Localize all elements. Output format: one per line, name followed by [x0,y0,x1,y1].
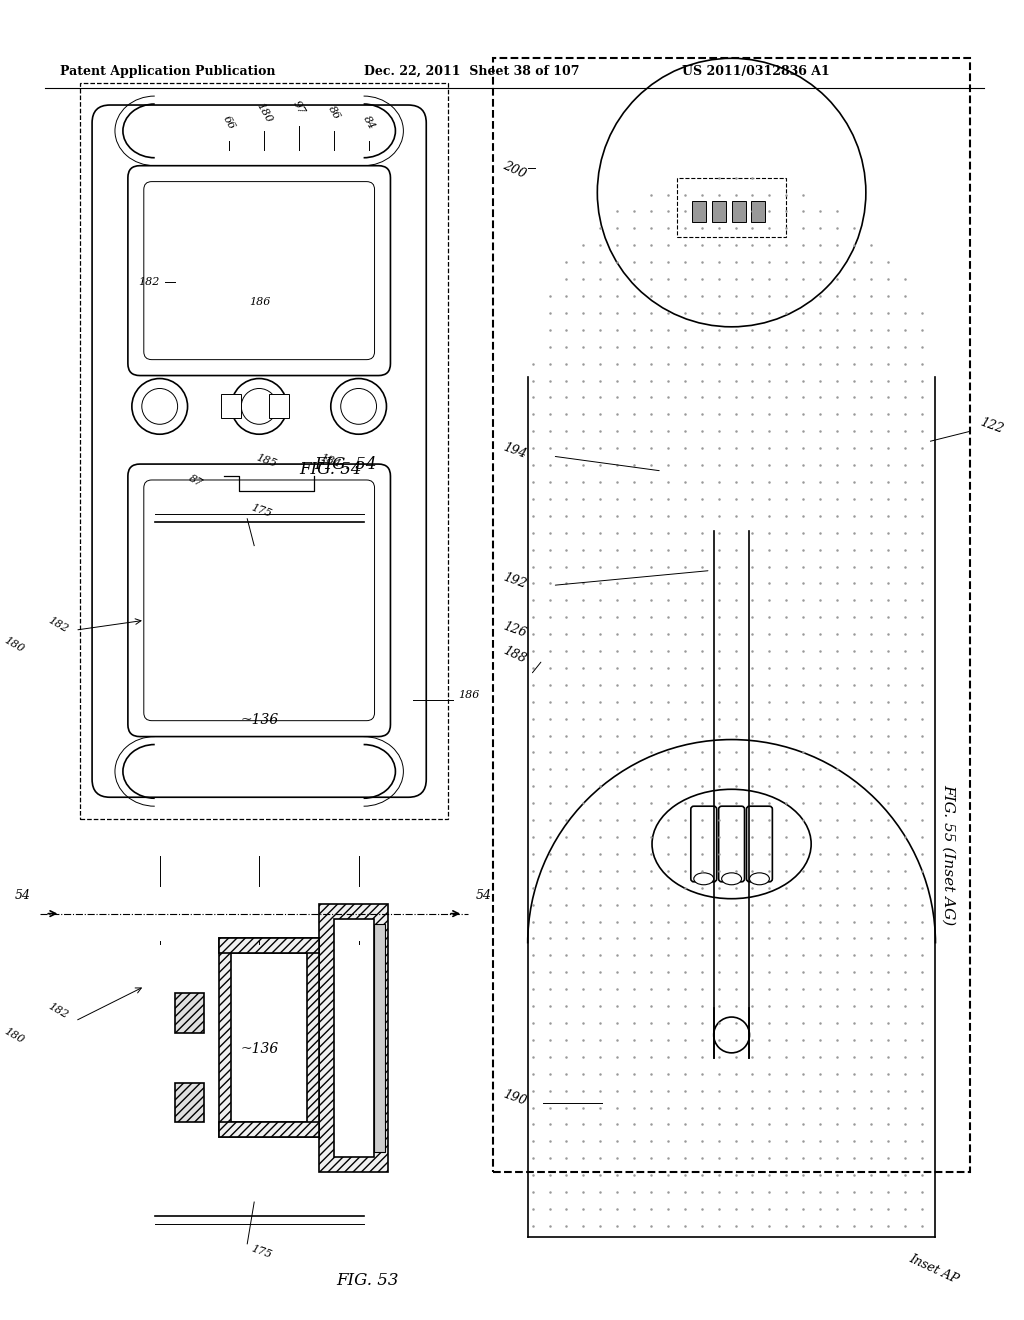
Text: 175: 175 [249,503,272,519]
Circle shape [331,379,386,434]
Text: 188: 188 [501,644,528,667]
FancyBboxPatch shape [746,807,772,882]
Ellipse shape [652,789,811,899]
Text: 86: 86 [326,104,342,121]
FancyBboxPatch shape [143,480,375,721]
Text: FIG. 55 (Inset AG): FIG. 55 (Inset AG) [941,784,955,925]
Circle shape [231,379,287,434]
Bar [175,993,205,1034]
Text: 180: 180 [2,1026,26,1045]
Text: 186: 186 [249,297,270,308]
Bar [692,201,706,222]
Circle shape [597,58,866,327]
Text: ~136: ~136 [240,713,279,727]
Text: 126: 126 [501,620,527,640]
Bar [752,201,765,222]
Bar [712,201,726,222]
Text: 182: 182 [138,277,160,286]
Circle shape [141,388,177,424]
Text: 184: 184 [318,453,342,470]
Bar [269,395,289,418]
Text: US 2011/0312836 A1: US 2011/0312836 A1 [682,65,829,78]
Text: FIG. 54: FIG. 54 [314,457,377,473]
FancyBboxPatch shape [719,807,744,882]
Text: 175: 175 [249,1243,272,1261]
Bar [221,395,242,418]
Text: FIG. 54: FIG. 54 [299,461,361,478]
Bar [318,904,388,1172]
Bar [731,201,745,222]
Text: 54: 54 [476,890,492,902]
Bar [231,953,307,1122]
Bar [374,924,385,1152]
Text: 192: 192 [501,570,527,590]
Text: Inset AP: Inset AP [906,1251,961,1286]
Text: 84: 84 [360,115,377,132]
Bar [175,1082,205,1122]
Text: 182: 182 [47,1002,71,1020]
Bar [80,83,449,820]
Text: 87: 87 [187,473,205,488]
FancyBboxPatch shape [92,106,426,797]
FancyBboxPatch shape [128,465,390,737]
Ellipse shape [750,873,769,884]
Circle shape [714,1016,750,1053]
Text: 54: 54 [14,890,31,902]
Text: 190: 190 [501,1088,527,1107]
Ellipse shape [722,873,741,884]
Text: Dec. 22, 2011  Sheet 38 of 107: Dec. 22, 2011 Sheet 38 of 107 [364,65,580,78]
FancyBboxPatch shape [691,807,717,882]
Text: 97: 97 [291,99,307,116]
Text: Patent Application Publication: Patent Application Publication [60,65,275,78]
FancyBboxPatch shape [128,166,390,376]
Text: 180: 180 [255,102,273,124]
Text: 182: 182 [47,615,71,635]
Text: 200: 200 [501,158,528,181]
Text: 194: 194 [501,441,527,462]
Circle shape [341,388,377,424]
Text: 185: 185 [254,453,278,470]
FancyBboxPatch shape [143,182,375,359]
Bar [219,939,318,953]
Text: FIG. 53: FIG. 53 [336,1271,398,1288]
Ellipse shape [694,873,714,884]
Text: 180: 180 [2,635,26,655]
Circle shape [242,388,278,424]
Circle shape [132,379,187,434]
Bar [493,58,971,1172]
Text: 122: 122 [978,416,1006,437]
Bar [219,939,318,1138]
Bar [219,1122,318,1138]
Text: 186: 186 [458,690,479,700]
Text: 66: 66 [221,115,238,132]
Bar [334,919,374,1158]
Text: ~136: ~136 [240,1041,279,1056]
Bar [677,178,786,238]
